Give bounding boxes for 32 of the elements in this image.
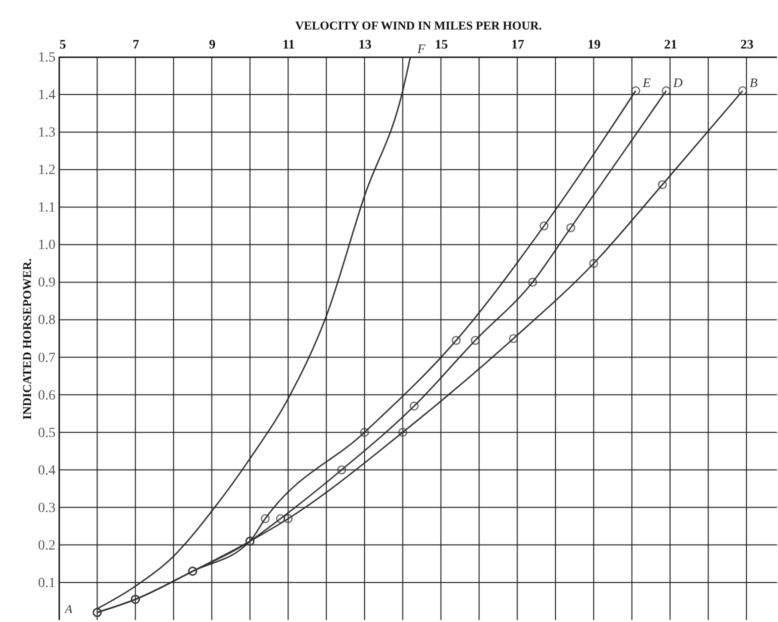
series-label: E	[642, 74, 651, 90]
y-tick-label: 0.3	[38, 500, 56, 516]
y-tick-label: 1.0	[38, 238, 56, 254]
x-tick-label: 15	[434, 36, 448, 52]
series-label: B	[750, 74, 758, 90]
x-tick-label: 19	[588, 36, 602, 52]
series-label: D	[672, 74, 684, 90]
x-tick-label: 21	[664, 36, 678, 52]
y-tick-label: 0.6	[38, 388, 56, 404]
y-tick-label: 0.4	[38, 463, 56, 478]
x-tick-label: 17	[511, 36, 525, 52]
y-axis-title: INDICATED HORSEPOWER.	[20, 258, 34, 420]
x-tick-label: 11	[282, 36, 295, 52]
y-tick-label: 1.4	[38, 88, 56, 104]
annotation: A	[64, 602, 73, 616]
y-tick-label: 0.2	[38, 538, 56, 554]
y-tick-label: 1.5	[38, 50, 56, 66]
x-tick-label: 9	[209, 36, 216, 52]
x-tick-label: 5	[60, 36, 66, 52]
y-tick-label: 0.5	[38, 426, 56, 441]
y-tick-label: 0.9	[38, 276, 56, 291]
y-tick-label: 1.2	[38, 163, 56, 178]
y-tick-label: 1.1	[38, 200, 56, 216]
y-tick-label: 1.3	[38, 126, 56, 141]
y-tick-label: 0.1	[38, 576, 56, 591]
y-tick-label: 0.8	[38, 313, 56, 328]
x-tick-label: 7	[132, 36, 140, 52]
series-label: F	[416, 41, 426, 56]
x-tick-label: 13	[358, 36, 372, 52]
x-axis-title: VELOCITY OF WIND IN MILES PER HOUR.	[295, 18, 542, 32]
y-tick-label: 0.7	[38, 350, 56, 366]
x-tick-label: 23	[740, 36, 754, 52]
